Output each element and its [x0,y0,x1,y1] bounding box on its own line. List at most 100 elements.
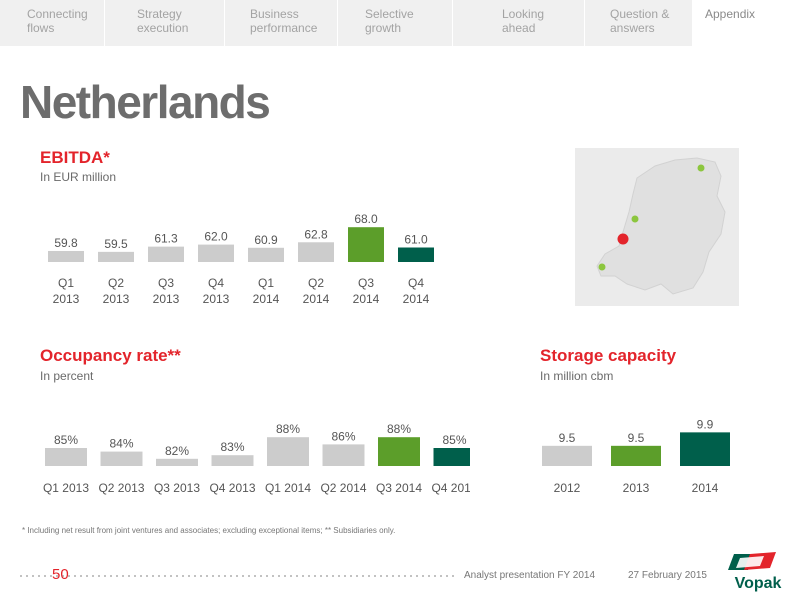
netherlands-map [575,148,739,306]
category-label: Q4 [408,276,424,290]
location-marker-primary [617,233,629,245]
ebitda-chart-title: EBITDA* [40,148,110,167]
data-label: 61.3 [154,232,178,246]
bar [98,251,134,262]
page-title: Netherlands [20,76,271,128]
data-label: 88% [276,422,300,436]
nav-tab-label: Business [250,7,299,21]
vopak-logo: Vopak [728,552,782,592]
nav-tab-question-answers[interactable]: Question & answers [598,0,693,46]
category-label: 2013 [153,292,180,306]
nav-tab-label: growth [365,21,402,35]
category-label: Q1 [58,276,74,290]
nav-tab-appendix[interactable]: Appendix [693,0,800,46]
location-marker [697,164,705,172]
occupancy-chart-title: Occupancy rate** [40,346,181,365]
bar [148,246,184,262]
nav-tab-label: performance [250,21,318,35]
nav-tab-label: answers [610,21,655,35]
nav-tab-label: Connecting [27,7,88,21]
logo-text: Vopak [735,575,782,592]
nav-tab-label: execution [137,21,189,35]
occupancy-bar-chart: 85% Q1 2013 84% Q2 2013 82% Q3 2013 83% Q4 2013… [43,422,470,495]
category-label: 2014 [692,481,719,495]
category-label: 2014 [353,292,380,306]
category-label: Q4 [208,276,224,290]
bar [680,432,730,466]
data-label: 62.8 [304,227,328,241]
bar [322,444,365,466]
data-label: 85% [442,433,466,447]
category-label: 2012 [554,481,581,495]
data-label: 62.0 [204,230,228,244]
page-number: 50 [52,566,69,583]
location-marker [598,263,606,271]
data-label: 84% [109,437,133,451]
storage-bar-chart: 9.5 2012 9.5 2013 9.9 2014 [542,417,730,495]
category-label: Q1 2014 [265,481,311,495]
bar [267,437,309,466]
category-label: Q3 [158,276,174,290]
data-label: 88% [387,422,411,436]
category-label: 2014 [253,292,280,306]
data-label: 86% [331,429,355,443]
presentation-title: Analyst presentation FY 2014 [464,570,596,581]
bar [48,250,84,262]
nav-tab-label: Looking [502,7,545,21]
data-label: 85% [54,433,78,447]
category-label: 2013 [203,292,230,306]
netherlands-shape [596,157,726,295]
category-label: Q4 2013 [209,481,255,495]
category-label: Q2 2014 [320,481,366,495]
nav-tab-label: flows [27,21,55,35]
data-label: 82% [165,444,189,458]
category-label: Q2 2013 [98,481,144,495]
bar [433,448,470,466]
data-label: 9.9 [697,417,714,431]
nav-tab-strategy-execution[interactable]: Strategy execution [125,0,225,46]
nav-tab-selective-growth[interactable]: Selective growth [353,0,453,46]
nav-tab-connecting-flows[interactable]: Connecting flows [15,0,105,46]
category-label: 2014 [303,292,330,306]
category-label: Q2 [308,276,324,290]
location-marker [631,215,639,223]
bar [211,455,254,466]
bar [611,445,661,466]
top-navigation: Connecting flows Strategy execution Busi… [0,0,800,46]
data-label: 9.5 [559,431,576,445]
category-label: 2013 [103,292,130,306]
bar [348,227,384,262]
presentation-date: 27 February 2015 [628,570,707,581]
occupancy-chart-subtitle: In percent [40,369,94,383]
footnote: * Including net result from joint ventur… [22,526,396,535]
bar [378,437,420,466]
bar [398,247,434,262]
bar [45,448,87,466]
nav-tab-label: Question & [610,7,670,21]
nav-tab-label: Appendix [705,7,756,21]
nav-tab-label: ahead [502,21,536,35]
category-label: Q3 [358,276,374,290]
category-label: 2014 [403,292,430,306]
data-label: 59.5 [104,237,128,251]
data-label: 61.0 [404,233,428,247]
category-label: 2013 [53,292,80,306]
nav-tab-business-performance[interactable]: Business performance [238,0,338,46]
bar [542,445,592,466]
category-label: Q3 2014 [376,481,422,495]
nav-tab-label: Strategy [137,7,182,21]
bar [298,242,334,262]
bar [100,451,143,466]
data-label: 83% [220,440,244,454]
category-label: Q4 2014 [431,481,470,495]
bar [198,244,234,262]
nav-tab-looking-ahead[interactable]: Looking ahead [490,0,585,46]
storage-chart-title: Storage capacity [540,346,677,365]
data-label: 68.0 [354,212,378,226]
category-label: Q1 2013 [43,481,89,495]
category-label: Q2 [108,276,124,290]
ebitda-bar-chart: 59.8 Q1 2013 59.5 Q2 2013 61.3 Q3 2013 62.0 Q4 2013… [48,212,434,306]
category-label: Q3 2013 [154,481,200,495]
storage-chart-subtitle: In million cbm [540,369,614,383]
category-label: 2013 [623,481,650,495]
